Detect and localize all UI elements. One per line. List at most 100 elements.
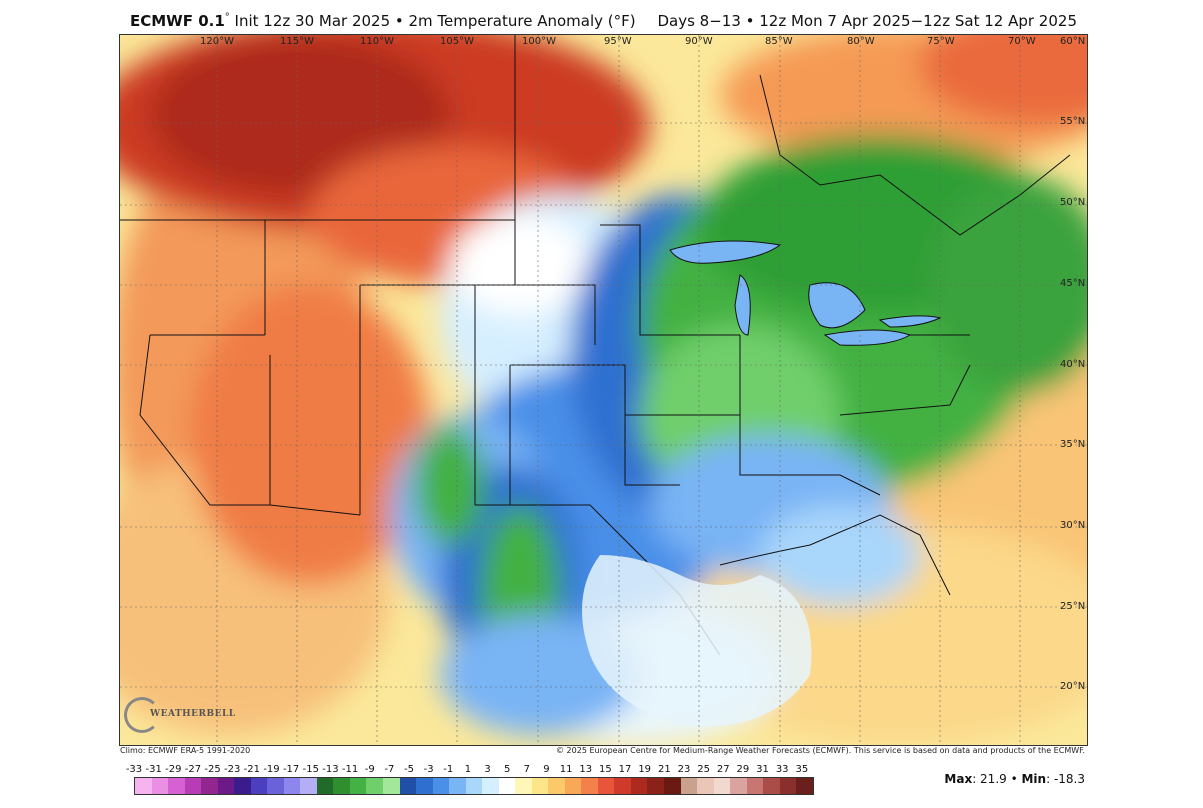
legend-swatch: [697, 778, 714, 794]
legend-swatch: [217, 778, 235, 794]
legend-swatch: [366, 778, 383, 794]
legend-swatch: [482, 778, 499, 794]
legend-tick-label: -31: [145, 764, 162, 775]
legend-swatch: [531, 778, 549, 794]
lon-label-75w: 75°W: [927, 36, 955, 47]
copyright-note: © 2025 European Centre for Medium-Range …: [556, 746, 1085, 755]
legend-tick-label: 9: [543, 764, 550, 775]
legend-tick-label: 1: [464, 764, 472, 775]
legend-tick-label: 27: [716, 764, 730, 775]
legend-swatch: [779, 778, 797, 794]
gulf-of-mexico: [582, 555, 812, 727]
legend-swatch: [796, 778, 813, 794]
lat-label-50n: 50°N: [1060, 197, 1086, 208]
legend-swatch: [548, 778, 565, 794]
lon-label-105w: 105°W: [440, 36, 474, 47]
legend-swatch: [449, 778, 466, 794]
legend-tick-label: 21: [657, 764, 671, 775]
legend-swatch: [664, 778, 681, 794]
legend-swatch: [515, 778, 532, 794]
legend-tick-label: -19: [263, 764, 280, 775]
legend-swatch: [564, 778, 582, 794]
legend-swatch: [465, 778, 483, 794]
legend-tick-label: 17: [618, 764, 632, 775]
legend-swatch: [316, 778, 334, 794]
lat-label-35n: 35°N: [1060, 439, 1086, 450]
legend-swatch: [498, 778, 516, 794]
legend-tick-label: 19: [638, 764, 652, 775]
lon-label-110w: 110°W: [360, 36, 394, 47]
lon-label-90w: 90°W: [685, 36, 713, 47]
legend-swatch: [597, 778, 615, 794]
legend-swatch: [581, 778, 598, 794]
degree-sign: °: [224, 12, 230, 23]
legend-tick-label: 35: [795, 764, 809, 775]
legend-tick-label: 15: [599, 764, 612, 775]
legend-swatch: [349, 778, 367, 794]
max-value: : 21.9 •: [972, 772, 1022, 786]
legend-tick-label: -29: [165, 764, 182, 775]
lat-label-20n: 20°N: [1060, 681, 1086, 692]
legend-tick-label: -25: [204, 764, 221, 775]
lat-label-45n: 45°N: [1060, 278, 1086, 289]
lon-label-120w: 120°W: [200, 36, 234, 47]
legend-colorbar: [134, 777, 814, 795]
graticule: [120, 35, 1087, 745]
legend-tick-label: 29: [736, 764, 750, 775]
legend-tick-label: -9: [364, 764, 375, 775]
legend-swatch: [399, 778, 417, 794]
lat-label-40n: 40°N: [1060, 359, 1086, 370]
lat-label-60n: 60°N: [1060, 36, 1086, 47]
legend-swatch: [234, 778, 251, 794]
min-label: Min: [1021, 772, 1047, 786]
legend-tick-label: -33: [125, 764, 143, 775]
logo-text: WEATHERBELL: [150, 709, 236, 719]
max-label: Max: [944, 772, 973, 786]
legend-tick-label: -11: [341, 764, 359, 775]
legend-swatch: [713, 778, 731, 794]
legend-swatch: [168, 778, 185, 794]
legend-swatch: [630, 778, 648, 794]
legend-swatch: [746, 778, 764, 794]
anomaly-map: 120°W 115°W 110°W 105°W 100°W 95°W 90°W …: [119, 34, 1088, 746]
min-value: : -18.3: [1046, 772, 1085, 786]
lon-label-80w: 80°W: [847, 36, 875, 47]
weatherbell-logo: WEATHERBELL: [124, 697, 235, 735]
legend-swatch: [300, 778, 317, 794]
legend-tick-label: -27: [184, 764, 202, 775]
lon-label-70w: 70°W: [1008, 36, 1036, 47]
legend-swatch: [647, 778, 664, 794]
great-lakes: [669, 240, 942, 346]
lon-label-115w: 115°W: [280, 36, 314, 47]
model-name: ECMWF 0.1: [130, 12, 225, 30]
legend-swatch: [184, 778, 202, 794]
lat-label-30n: 30°N: [1060, 520, 1086, 531]
max-min-readout: Max: 21.9 • Min: -18.3: [944, 772, 1085, 786]
legend-tick-label: 25: [697, 764, 710, 775]
legend-tick-label: 13: [579, 764, 593, 775]
legend-swatch: [151, 778, 169, 794]
lon-label-100w: 100°W: [522, 36, 556, 47]
legend-tick-label: -23: [224, 764, 241, 775]
lat-label-55n: 55°N: [1060, 116, 1086, 127]
legend-swatch: [283, 778, 301, 794]
legend-swatch: [614, 778, 631, 794]
legend-swatch: [730, 778, 747, 794]
legend-tick-label: -1: [443, 764, 454, 775]
legend-ticks: -33 -31 -29 -27 -25 -23 -21 -19 -17 -15 -13 -11 -9 -7…: [124, 764, 824, 776]
legend-tick-label: -21: [243, 764, 261, 775]
legend-swatch: [201, 778, 218, 794]
map-canvas: [120, 35, 1087, 745]
title-description: Init 12z 30 Mar 2025 • 2m Temperature An…: [229, 12, 636, 30]
legend-tick-label: -13: [322, 764, 339, 775]
legend-swatch: [267, 778, 284, 794]
legend-tick-label: 33: [775, 764, 789, 775]
legend-tick-label: 7: [523, 764, 531, 775]
legend-tick-label: 23: [677, 764, 691, 775]
legend-tick-label: 31: [756, 764, 769, 775]
legend-tick-label: 11: [559, 764, 573, 775]
legend-tick-label: -17: [282, 764, 300, 775]
legend-swatch: [432, 778, 450, 794]
climo-note: Climo: ECMWF ERA-5 1991-2020: [120, 746, 251, 755]
legend-tick-label: 5: [504, 764, 511, 775]
